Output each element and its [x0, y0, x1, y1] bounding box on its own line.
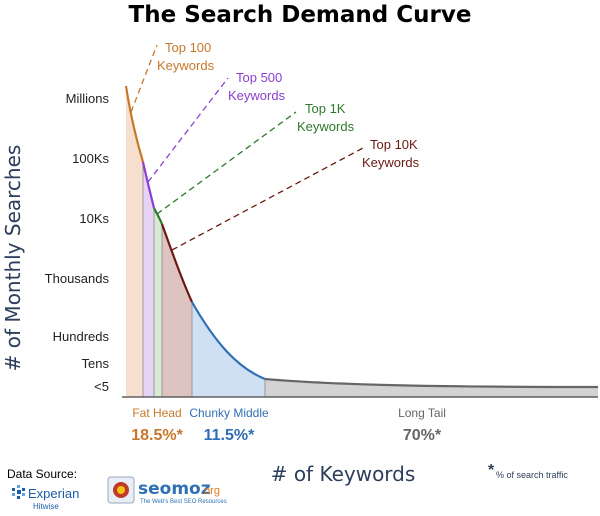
- band-top-500: [143, 162, 154, 397]
- callout-leader: [171, 147, 364, 251]
- callout-line-1: Top 10K: [370, 137, 418, 152]
- callout-line-1: Top 1K: [305, 101, 346, 116]
- curve-top-500: [141, 161, 156, 209]
- footnote: * % of search traffic: [488, 462, 568, 480]
- callout: Top 10K Keywords: [171, 137, 420, 251]
- band-chunky-middle: [192, 302, 265, 397]
- y-tick-label: Tens: [82, 356, 110, 371]
- callout-leader: [147, 77, 229, 183]
- segment: Chunky Middle 11.5%*: [189, 406, 269, 444]
- curve-top-10k: [160, 223, 194, 303]
- segment-labels: Fat Head 18.5%* Chunky Middle 11.5%* Long Ta…: [131, 406, 446, 444]
- band-long-tail: [265, 379, 598, 397]
- callout-line-2: Keywords: [362, 155, 420, 170]
- y-tick-label: 100Ks: [72, 151, 109, 166]
- callout-line-1: Top 100: [165, 40, 211, 55]
- band-top-1k: [154, 208, 162, 397]
- y-tick-label: <5: [94, 379, 109, 394]
- segment-share: 18.5%*: [131, 427, 183, 444]
- hitwise-text: Hitwise: [33, 502, 59, 511]
- y-tick-label: 10Ks: [79, 211, 109, 226]
- curve-long-tail: [264, 377, 599, 389]
- segment-fills: [126, 86, 598, 397]
- y-tick-label: Thousands: [45, 271, 110, 286]
- callout-line-2: Keywords: [297, 119, 355, 134]
- band-top-100: [126, 86, 143, 397]
- segment: Long Tail 70%*: [398, 406, 446, 444]
- y-tick-labels: Millions 100Ks 10Ks Thousands Hundreds Tens <5: [45, 91, 110, 394]
- segment-share: 70%*: [403, 427, 442, 444]
- experian-dots-icon: [12, 485, 25, 499]
- band-top-10k: [162, 224, 192, 397]
- y-axis-label: # of Monthly Searches: [1, 145, 25, 372]
- curve-top-100: [124, 85, 145, 163]
- y-tick-label: Hundreds: [53, 329, 110, 344]
- callout: Top 500 Keywords: [147, 70, 286, 183]
- seomoz-text: seomoz: [138, 479, 211, 499]
- callouts: Top 100 Keywords Top 500 Keywords Top 1K Keyw…: [130, 40, 420, 251]
- x-axis-label: # of Keywords: [271, 462, 416, 486]
- curve-top-1k: [153, 207, 164, 225]
- segment: Fat Head 18.5%*: [131, 406, 183, 444]
- y-tick-label: Millions: [66, 91, 110, 106]
- data-source-label: Data Source:: [7, 467, 77, 481]
- footnote-text: % of search traffic: [496, 470, 568, 480]
- chart-title: The Search Demand Curve: [129, 2, 472, 28]
- callout-line-1: Top 500: [236, 70, 282, 85]
- seomoz-tagline: The Web's Best SEO Resources: [140, 499, 227, 505]
- callout: Top 100 Keywords: [130, 40, 215, 113]
- callout: Top 1K Keywords: [156, 101, 355, 215]
- callout-leader: [130, 44, 158, 113]
- callout-line-2: Keywords: [157, 58, 215, 73]
- segment-label: Long Tail: [398, 406, 446, 420]
- callout-leader: [156, 111, 297, 215]
- demand-curve: [124, 85, 599, 389]
- segment-share: 11.5%*: [204, 427, 255, 444]
- experian-text: Experian: [28, 486, 79, 501]
- segment-label: Chunky Middle: [189, 406, 269, 420]
- callout-line-2: Keywords: [228, 88, 286, 103]
- curve-chunky-middle: [191, 301, 266, 381]
- segment-label: Fat Head: [132, 406, 181, 420]
- footnote-mark: *: [488, 462, 495, 479]
- experian-logo: Experian Hitwise: [12, 485, 79, 511]
- seomoz-logo: seomoz .org The Web's Best SEO Resources: [107, 476, 227, 505]
- seomoz-org-text: .org: [201, 485, 220, 497]
